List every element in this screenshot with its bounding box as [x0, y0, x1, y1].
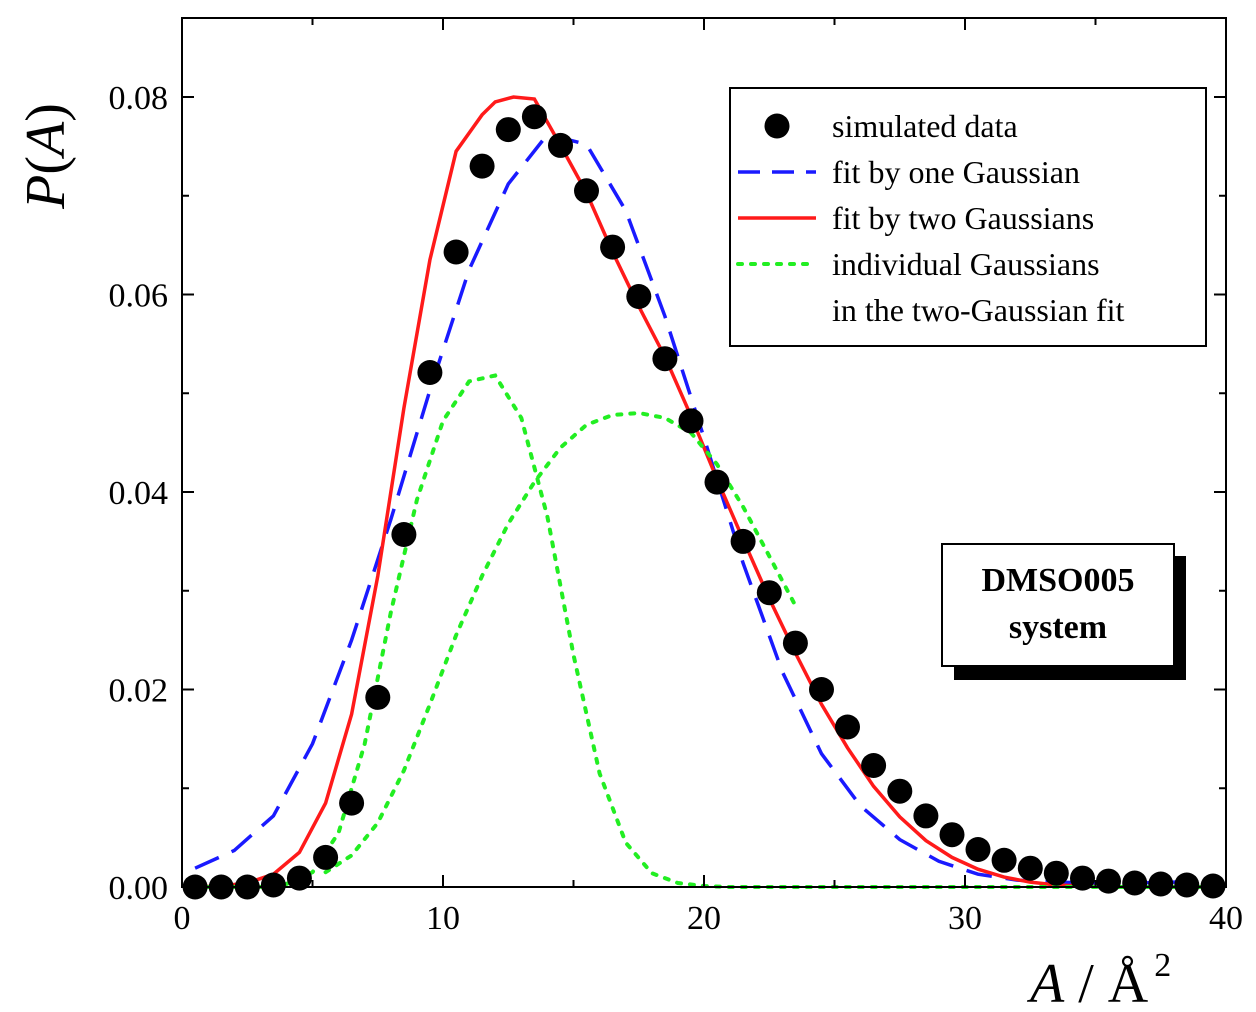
tick-labels: 0 10 20 30 40 0.00 0.02 0.04 0.06 0.08 [109, 80, 1244, 937]
data-point [600, 234, 626, 260]
data-point [469, 153, 495, 179]
data-point [1122, 870, 1148, 896]
y-axis-title-arg: A [15, 121, 77, 160]
x-tick-label: 20 [687, 900, 721, 937]
x-axis-title-var: A [1026, 953, 1065, 1012]
data-point [1174, 872, 1200, 898]
legend-marker-simulated-data [764, 113, 790, 139]
data-point [704, 469, 730, 495]
y-axis-title-open: ( [15, 156, 77, 175]
data-point [417, 360, 443, 385]
data-point [861, 753, 887, 778]
data-point [887, 778, 913, 804]
data-point [809, 677, 834, 702]
data-point [391, 522, 417, 547]
legend-box [729, 87, 1207, 347]
data-point [443, 239, 469, 265]
y-tick-label: 0.00 [109, 870, 169, 907]
annotation-frame [941, 543, 1175, 667]
y-tick-label: 0.06 [109, 278, 169, 315]
legend-label: individual Gaussians [832, 246, 1100, 282]
x-axis-title-sup: 2 [1154, 947, 1171, 984]
data-point [548, 132, 573, 158]
data-point [730, 528, 756, 554]
data-point [260, 872, 286, 898]
data-point [782, 630, 808, 656]
data-point [626, 284, 652, 309]
data-point [835, 714, 860, 740]
data-point [756, 580, 782, 606]
annotation-box: DMSO005 system [941, 543, 1186, 680]
data-point [678, 408, 704, 434]
legend-label: in the two-Gaussian fit [832, 292, 1125, 328]
series-line-individual-gaussian-2 [323, 410, 798, 875]
data-point [1148, 871, 1174, 897]
x-axis-title-sep: / [1064, 953, 1108, 1012]
x-axis-title-unit: Å [1108, 953, 1149, 1012]
y-axis-title-var: P [15, 175, 77, 210]
y-axis-title-close: ) [15, 103, 77, 122]
y-tick-label: 0.02 [109, 673, 169, 710]
data-point [939, 822, 965, 848]
data-point [1070, 865, 1095, 891]
y-tick-label: 0.08 [109, 80, 169, 117]
axes [181, 17, 1227, 888]
data-point [495, 117, 521, 143]
legend-label: fit by two Gaussians [832, 200, 1094, 236]
data-point [574, 178, 599, 204]
legend-label: simulated data [832, 108, 1018, 144]
data-point [521, 104, 547, 130]
x-tick-label: 40 [1209, 900, 1243, 937]
data-point [313, 844, 339, 870]
data-point [1096, 868, 1121, 894]
annotation-line-2: system [1009, 609, 1107, 646]
x-tick-label: 0 [174, 900, 191, 937]
series-line-fit-by-one-gaussian [194, 132, 1214, 885]
legend-label: fit by one Gaussian [832, 154, 1080, 190]
data-point [652, 346, 678, 372]
data-point [365, 684, 391, 710]
data-point [913, 803, 939, 829]
data-point [286, 865, 312, 891]
x-tick-label: 30 [948, 900, 982, 937]
y-tick-label: 0.04 [109, 475, 169, 512]
data-point [965, 837, 991, 862]
plot-markers [182, 104, 1226, 900]
data-point [1017, 855, 1043, 881]
data-point [339, 790, 365, 816]
x-tick-label: 10 [426, 900, 460, 937]
legend: simulated data fit by one Gaussian fit by … [729, 87, 1207, 347]
data-point [991, 847, 1017, 873]
annotation-line-1: DMSO005 [982, 562, 1135, 599]
data-point [1043, 860, 1069, 886]
y-axis-title: P(A) [15, 103, 77, 210]
